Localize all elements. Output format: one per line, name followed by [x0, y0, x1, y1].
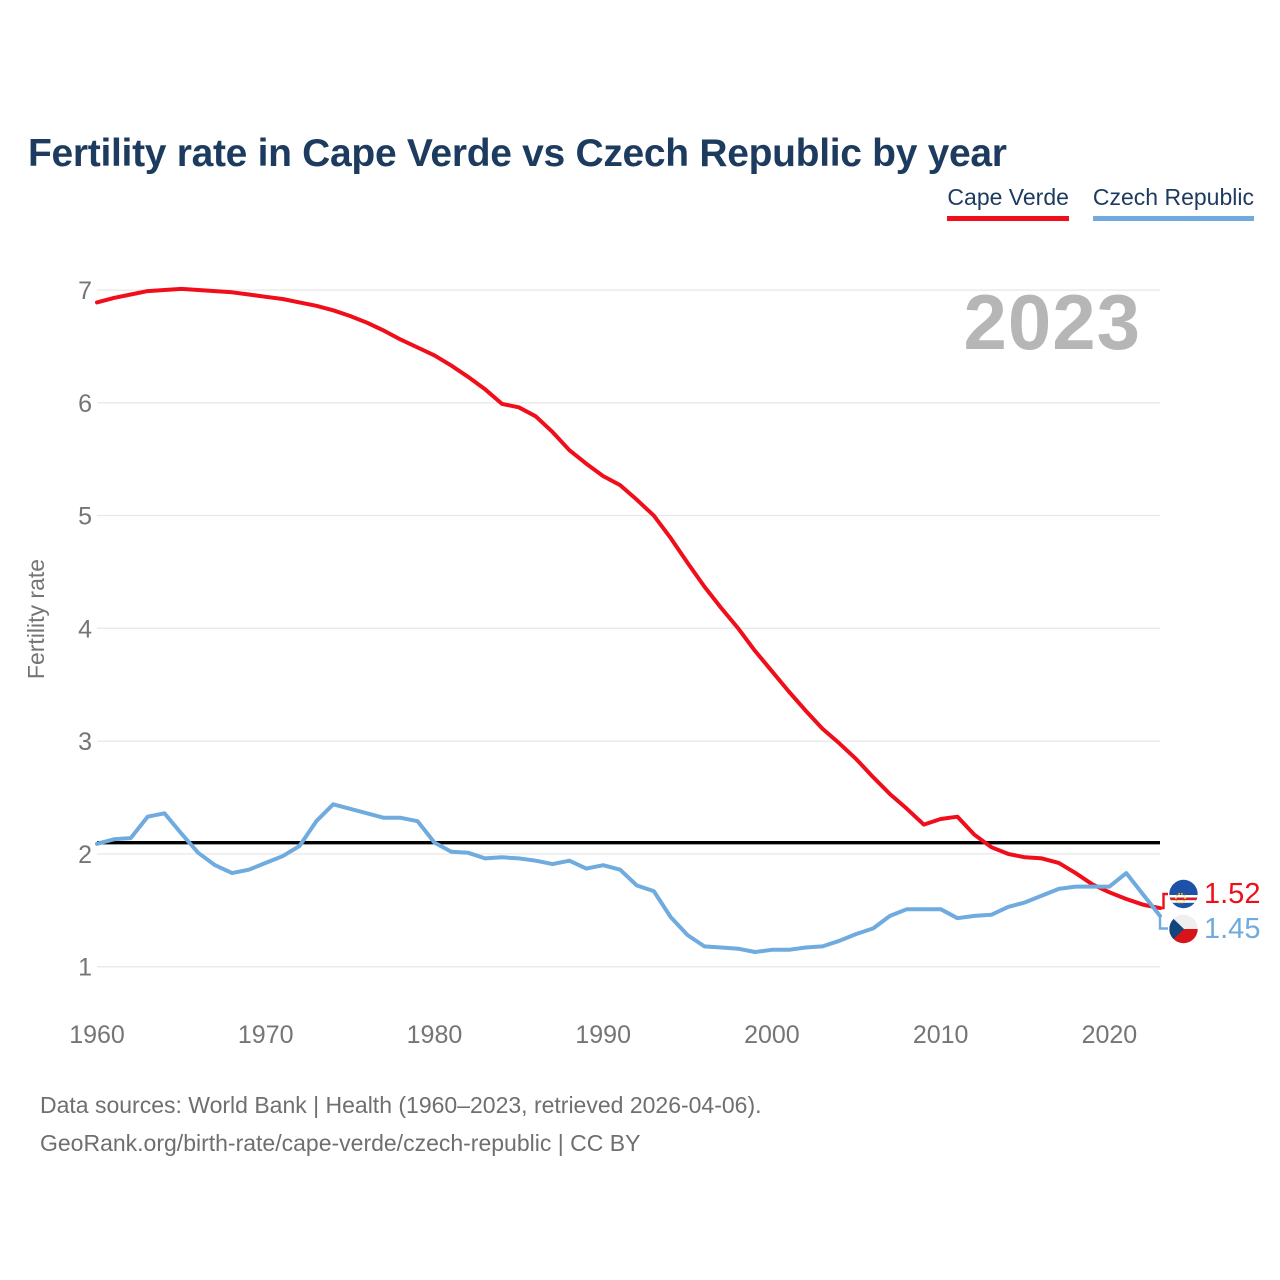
x-tick-label-2000: 2000	[744, 1021, 800, 1049]
x-tick-label-1980: 1980	[407, 1021, 463, 1049]
legend-item-czech-republic[interactable]: Czech Republic	[1092, 184, 1254, 221]
x-tick-label-1960: 1960	[69, 1021, 125, 1049]
czech-republic-flag-icon	[1169, 914, 1198, 944]
x-tick-label-2020: 2020	[1082, 1021, 1138, 1049]
y-tick-label-5: 5	[78, 503, 92, 531]
x-tick-label-2010: 2010	[913, 1021, 969, 1049]
cape-verde-connector	[1160, 892, 1168, 910]
y-tick-label-4: 4	[78, 615, 92, 643]
footer-data-sources: Data sources: World Bank | Health (1960–…	[40, 1092, 762, 1118]
czech-republic-end-value: 1.45	[1204, 913, 1260, 945]
legend-item-cape-verde[interactable]: Cape Verde	[947, 184, 1069, 221]
watermark-year: 2023	[963, 278, 1141, 366]
line-cape-verde	[95, 286, 1162, 911]
y-tick-label-6: 6	[78, 390, 92, 418]
x-tick-label-1970: 1970	[238, 1021, 294, 1049]
footer-attribution-url: GeoRank.org/birth-rate/cape-verde/czech-…	[40, 1130, 641, 1156]
footer: Data sources: World Bank | Health (1960–…	[40, 1086, 762, 1162]
y-tick-label-2: 2	[78, 841, 92, 869]
y-tick-label-1: 1	[78, 954, 92, 982]
line-czech-republic	[95, 802, 1162, 954]
y-tick-label-7: 7	[78, 277, 92, 305]
czech-republic-connector	[1158, 915, 1168, 930]
cape-verde-end-value: 1.52	[1204, 878, 1260, 910]
x-tick-label-1990: 1990	[575, 1021, 631, 1049]
y-tick-label-3: 3	[78, 728, 92, 756]
legend: Cape Verde Czech Republic	[947, 184, 1254, 221]
y-axis-label: Fertility rate	[23, 559, 49, 679]
cape-verde-flag-icon	[1169, 879, 1198, 909]
page-title: Fertility rate in Cape Verde vs Czech Re…	[28, 132, 1007, 176]
